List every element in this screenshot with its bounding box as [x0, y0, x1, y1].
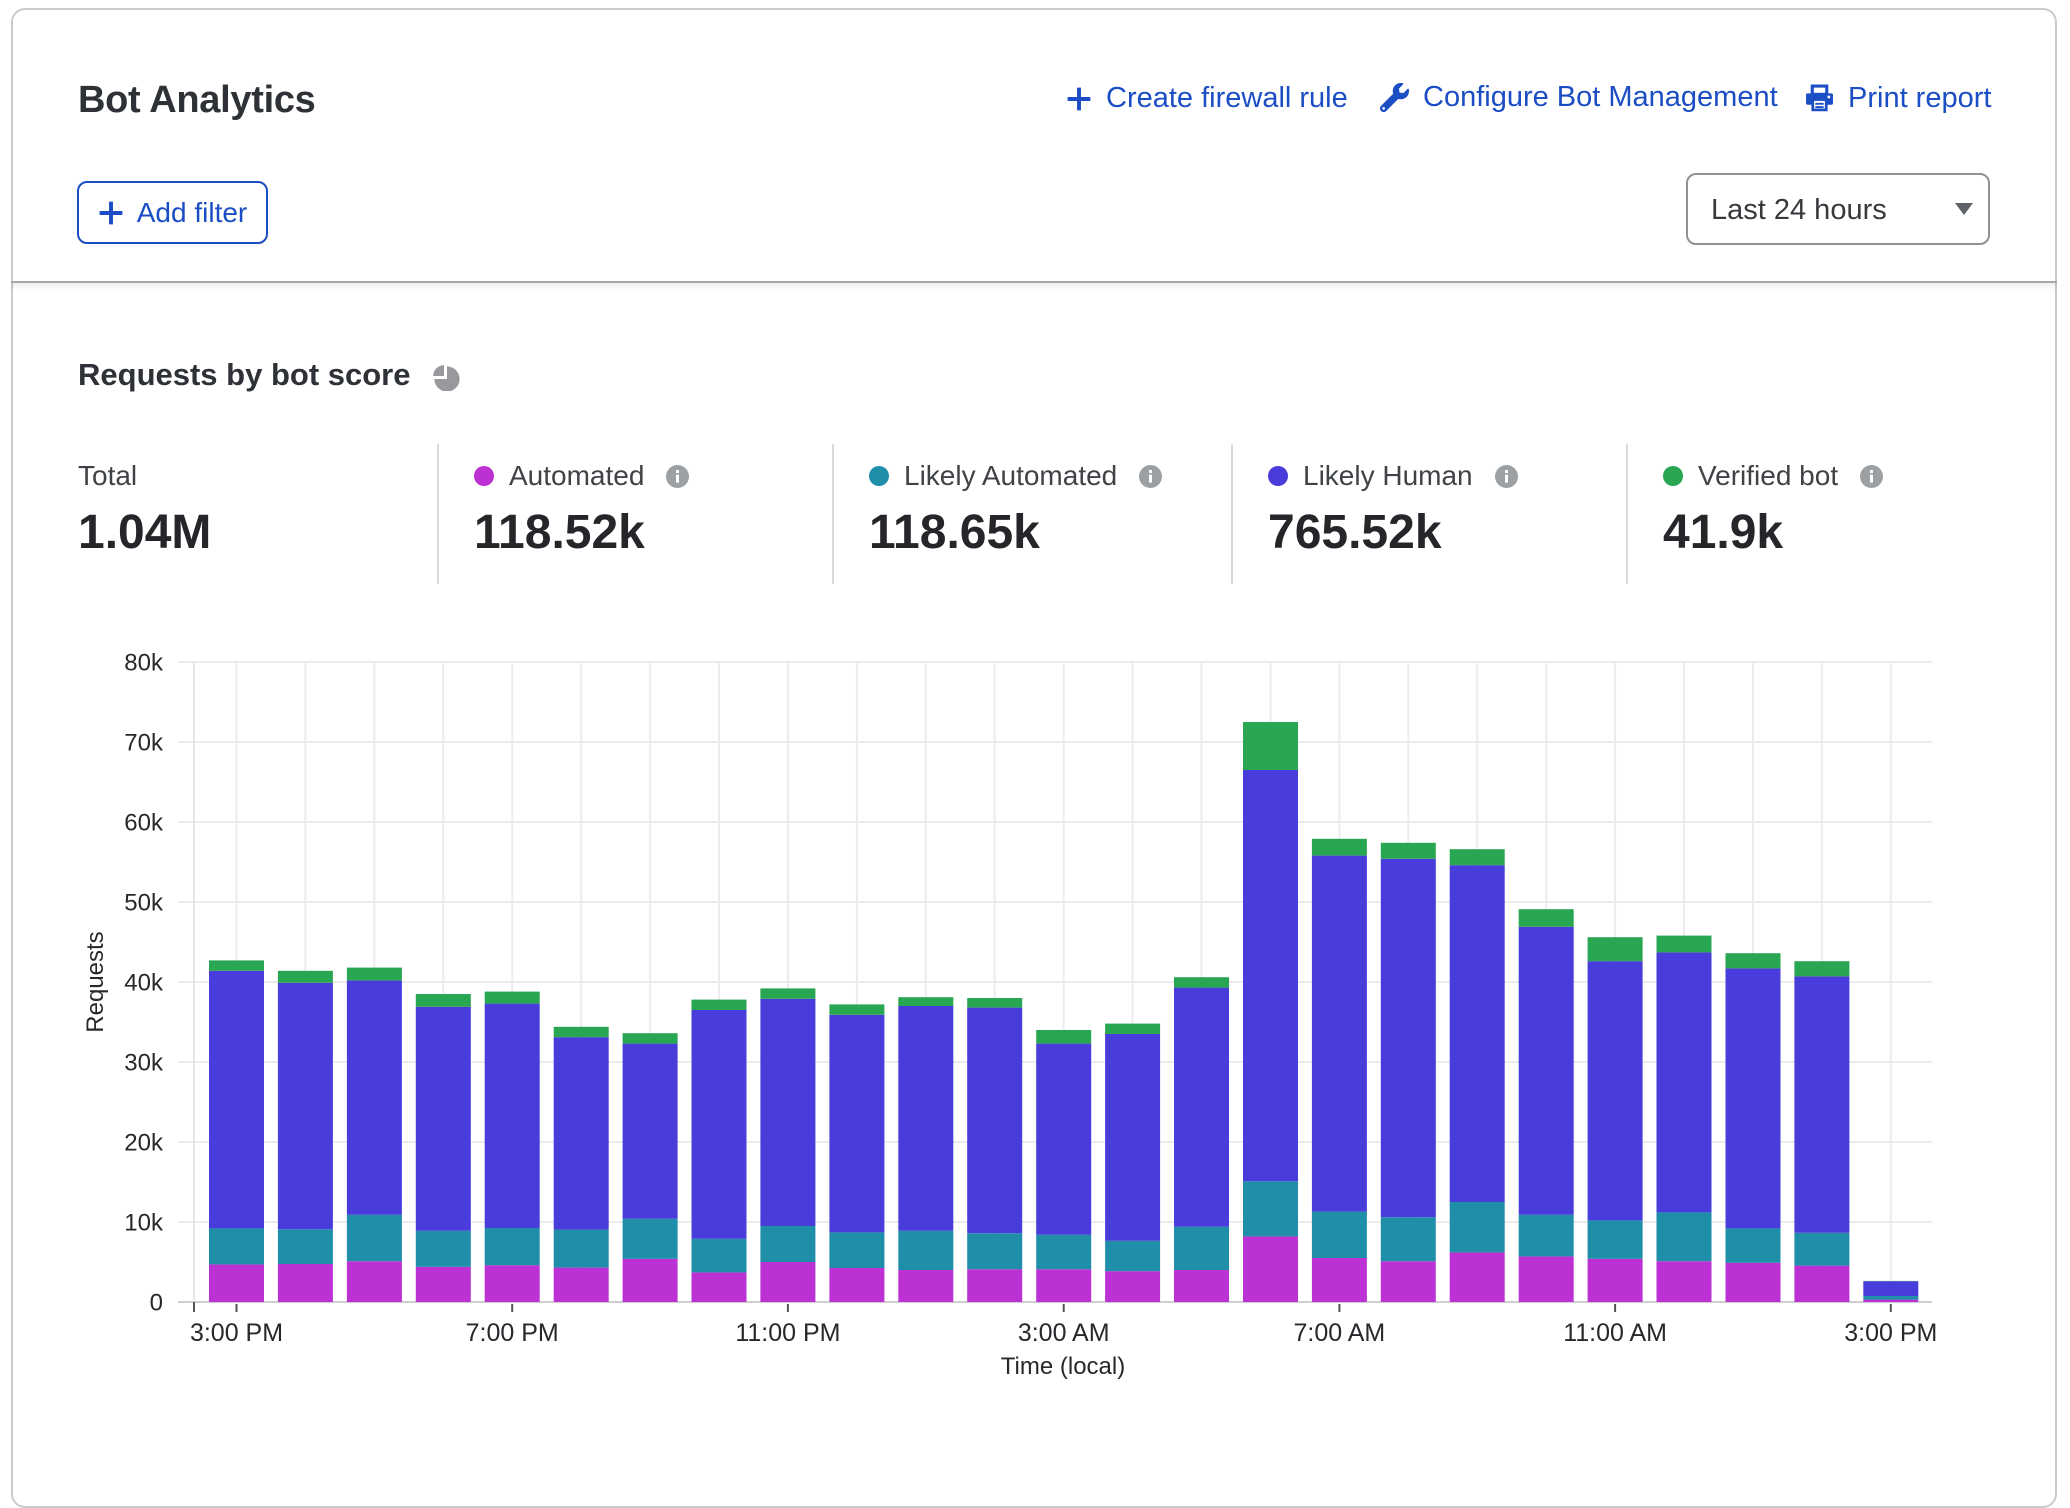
- svg-text:40k: 40k: [124, 970, 164, 997]
- svg-text:10k: 10k: [124, 1210, 164, 1237]
- svg-text:11:00 PM: 11:00 PM: [735, 1319, 840, 1347]
- svg-text:50k: 50k: [124, 890, 164, 917]
- svg-text:7:00 PM: 7:00 PM: [466, 1319, 559, 1347]
- svg-text:3:00 PM: 3:00 PM: [190, 1319, 283, 1347]
- svg-text:Time (local): Time (local): [1001, 1353, 1125, 1380]
- svg-text:60k: 60k: [124, 810, 164, 837]
- svg-text:80k: 80k: [124, 650, 164, 677]
- svg-text:7:00 AM: 7:00 AM: [1294, 1319, 1386, 1347]
- svg-text:0: 0: [150, 1290, 163, 1317]
- svg-text:11:00 AM: 11:00 AM: [1563, 1319, 1667, 1347]
- svg-text:3:00 PM: 3:00 PM: [1844, 1319, 1937, 1347]
- svg-text:20k: 20k: [124, 1130, 164, 1157]
- svg-text:70k: 70k: [124, 730, 164, 757]
- svg-text:Requests: Requests: [82, 931, 109, 1032]
- svg-text:3:00 AM: 3:00 AM: [1018, 1319, 1110, 1347]
- svg-text:30k: 30k: [124, 1050, 164, 1077]
